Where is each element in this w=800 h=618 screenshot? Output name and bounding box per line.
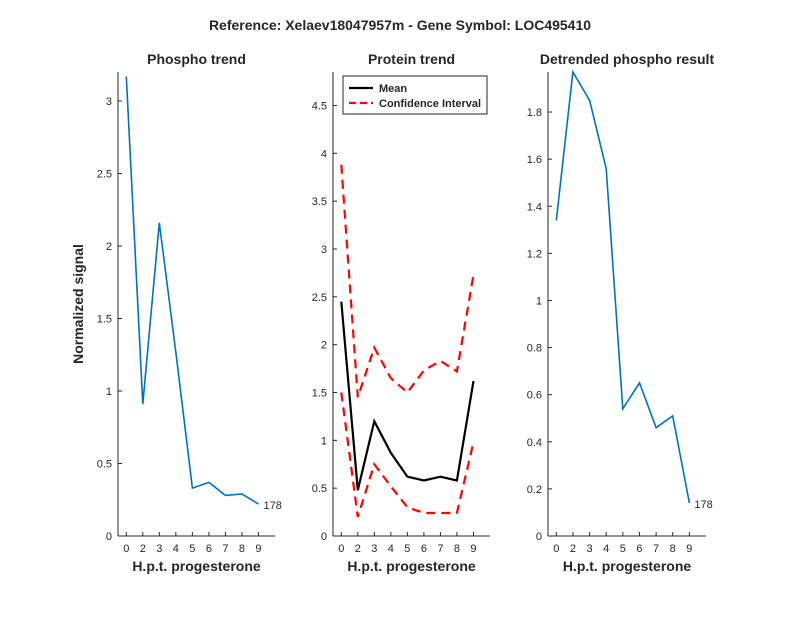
chart-title: Phospho trend	[147, 51, 246, 67]
x-tick-label: 6	[206, 543, 212, 555]
x-tick-label: 0	[123, 543, 129, 555]
chart-title: Detrended phospho result	[540, 51, 715, 67]
x-tick-label: 8	[239, 543, 245, 555]
x-tick-label: 3	[156, 543, 162, 555]
y-tick-label: 0	[321, 531, 327, 543]
y-tick-label: 3	[106, 96, 112, 108]
y-tick-label: 3.5	[312, 196, 327, 208]
legend: Mean Confidence Interval	[342, 75, 488, 115]
y-tick-label: 4	[321, 148, 327, 160]
x-tick-label: 2	[140, 543, 146, 555]
x-tick-label: 9	[470, 543, 476, 555]
y-tick-label: 1.6	[527, 154, 542, 166]
chart-panel: Detrended phospho result 0 0.2 0.4 0.6 0.8 1 1.…	[527, 51, 715, 574]
y-tick-label: 1.4	[527, 201, 542, 213]
series-line	[125, 76, 259, 505]
y-axis-label: Normalized signal	[70, 244, 86, 364]
x-tick-label: 4	[603, 543, 609, 555]
x-tick-label: 7	[653, 543, 659, 555]
y-tick-label: 1.8	[527, 107, 542, 119]
x-tick-label: 0	[553, 543, 559, 555]
x-tick-label: 2	[355, 543, 361, 555]
y-tick-label: 4.5	[312, 100, 327, 112]
y-tick-label: 0.8	[527, 343, 542, 355]
legend-label: Mean	[379, 83, 407, 95]
y-tick-label: 0	[536, 531, 542, 543]
y-tick-label: 2	[106, 241, 112, 253]
y-tick-label: 1.5	[97, 314, 112, 326]
x-tick-label: 5	[189, 543, 195, 555]
y-tick-label: 0.5	[97, 459, 112, 471]
y-tick-label: 2.5	[312, 292, 327, 304]
y-tick-label: 0.5	[312, 483, 327, 495]
series-end-label: 178	[263, 500, 281, 512]
series-line	[555, 69, 691, 504]
x-tick-label: 7	[437, 543, 443, 555]
legend-box	[342, 75, 488, 115]
figure-title: Reference: Xelaev18047957m - Gene Symbol…	[209, 17, 591, 33]
x-tick-label: 4	[388, 543, 394, 555]
x-axis-label: H.p.t. progesterone	[132, 558, 261, 574]
y-tick-label: 3	[321, 244, 327, 256]
x-axis-label: H.p.t. progesterone	[347, 558, 476, 574]
series-line	[340, 301, 475, 491]
series-end-label: 178	[694, 499, 712, 511]
x-tick-label: 6	[636, 543, 642, 555]
x-tick-label: 5	[620, 543, 626, 555]
x-tick-label: 0	[338, 543, 344, 555]
x-tick-label: 5	[404, 543, 410, 555]
x-axis-label: H.p.t. progesterone	[563, 558, 692, 574]
y-tick-label: 2	[321, 340, 327, 352]
legend-label: Confidence Interval	[379, 98, 481, 110]
x-tick-label: 9	[255, 543, 261, 555]
x-tick-label: 8	[670, 543, 676, 555]
y-tick-label: 1.2	[527, 248, 542, 260]
y-tick-label: 0.4	[527, 437, 542, 449]
x-tick-label: 9	[686, 543, 692, 555]
y-tick-label: 0	[106, 531, 112, 543]
y-tick-label: 1.5	[312, 387, 327, 399]
x-tick-label: 8	[454, 543, 460, 555]
y-tick-label: 1	[106, 386, 112, 398]
x-tick-label: 3	[587, 543, 593, 555]
x-tick-label: 4	[173, 543, 179, 555]
x-tick-label: 6	[421, 543, 427, 555]
x-tick-label: 3	[371, 543, 377, 555]
y-tick-label: 0.2	[527, 484, 542, 496]
x-tick-label: 7	[222, 543, 228, 555]
x-tick-label: 2	[570, 543, 576, 555]
y-tick-label: 1	[536, 295, 542, 307]
series-line	[340, 392, 475, 518]
chart-title: Protein trend	[368, 51, 455, 67]
y-tick-label: 1	[321, 435, 327, 447]
y-tick-label: 2.5	[97, 169, 112, 181]
series-line	[340, 164, 475, 398]
y-tick-label: 0.6	[527, 390, 542, 402]
